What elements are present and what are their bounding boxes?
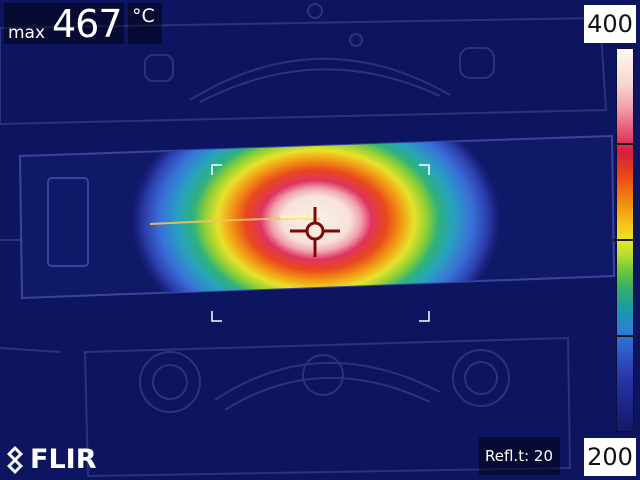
scale-tick	[613, 335, 635, 337]
scale-tick	[613, 239, 635, 241]
crosshair-icon	[290, 207, 340, 257]
background-fixtures	[0, 3, 608, 478]
scale-tick	[613, 143, 635, 145]
flir-logo-text: FLIR	[30, 444, 97, 475]
scale-max-panel[interactable]	[584, 5, 636, 43]
max-temperature-value: 467	[52, 2, 123, 46]
max-label: max	[8, 23, 46, 43]
unit-panel	[128, 3, 162, 44]
scale-min-value: 200	[587, 443, 633, 471]
reflected-temp-text: Refl.t: 20	[485, 447, 553, 465]
scale-max-value: 400	[587, 10, 633, 38]
clamp-block	[47, 177, 89, 267]
focus-brackets-icon	[211, 164, 430, 322]
scale-min-panel[interactable]	[584, 438, 636, 476]
max-readout-panel	[4, 3, 124, 44]
reflected-temp-panel	[479, 437, 560, 475]
temperature-unit: °C	[132, 5, 155, 27]
flir-logo-icon	[7, 446, 23, 474]
